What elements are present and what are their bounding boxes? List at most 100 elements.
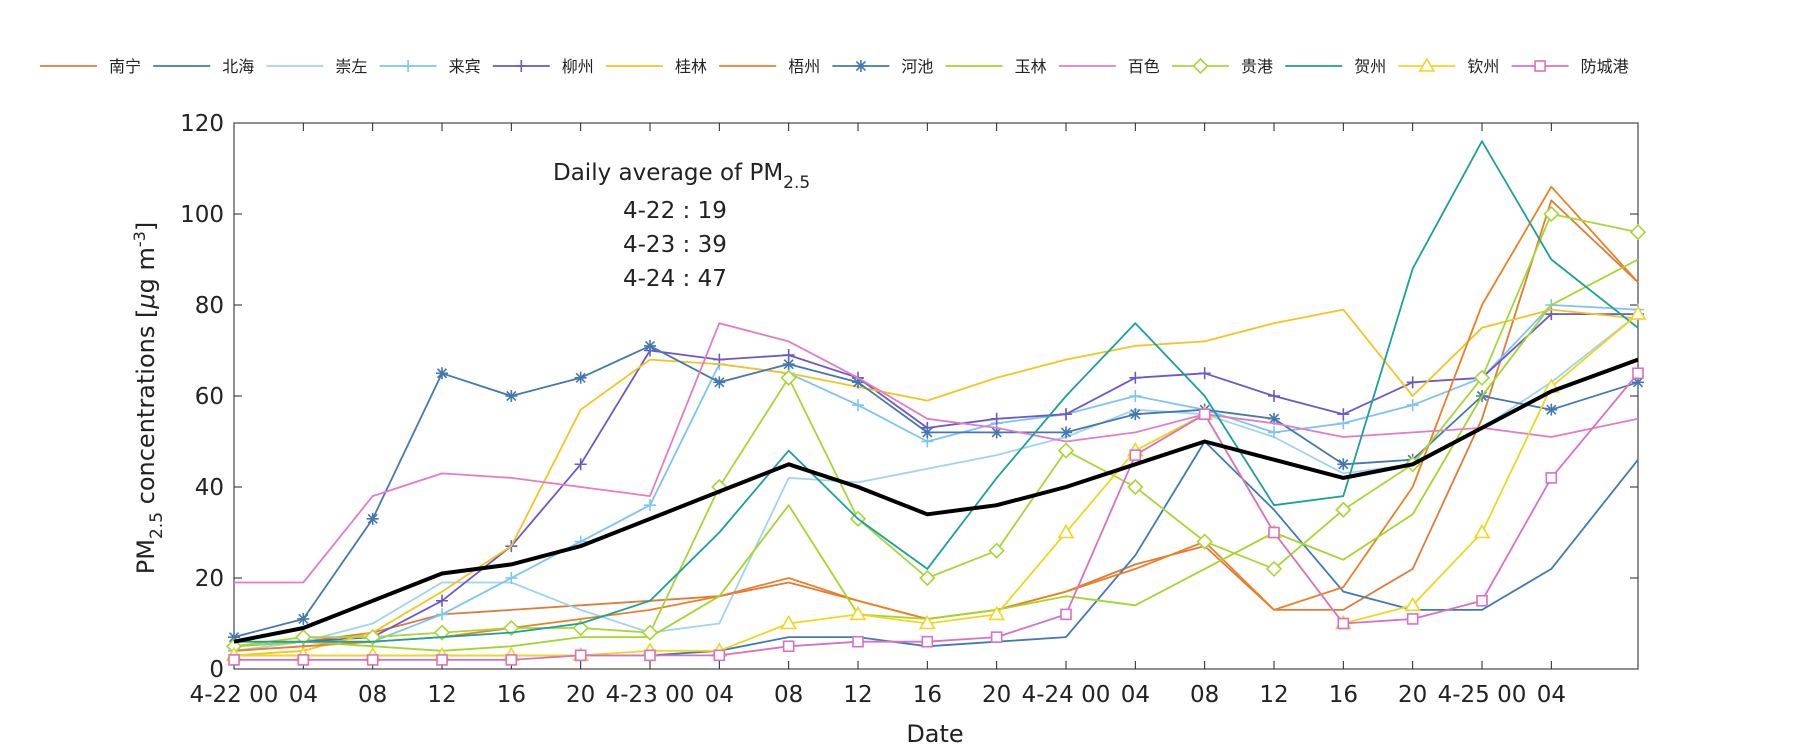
legend-item: 梧州 bbox=[719, 57, 820, 76]
data-point bbox=[921, 635, 934, 648]
data-point bbox=[644, 649, 656, 662]
y-tick-label: 40 bbox=[195, 475, 224, 501]
data-point bbox=[1545, 403, 1558, 416]
y-axis-title: PM2.5 concentrations [μg m-3] bbox=[130, 222, 167, 574]
x-tick-label: 04 bbox=[289, 682, 318, 708]
data-point bbox=[364, 629, 381, 646]
series-line bbox=[233, 345, 1639, 638]
data-point bbox=[1057, 523, 1075, 539]
legend-label: 桂林 bbox=[675, 57, 707, 76]
data-point bbox=[1127, 478, 1144, 496]
series-4 bbox=[228, 308, 1644, 653]
annotation-line-4-22: 4-22 : 19 bbox=[623, 198, 727, 224]
data-point bbox=[1476, 594, 1488, 607]
x-tick-label: 20 bbox=[1398, 682, 1427, 708]
y-tick-label: 60 bbox=[195, 384, 224, 410]
data-point bbox=[1129, 371, 1142, 384]
x-tick-label: 16 bbox=[1329, 682, 1358, 708]
data-point bbox=[436, 654, 448, 666]
data-point bbox=[1632, 376, 1644, 389]
data-point bbox=[1335, 501, 1352, 518]
data-point bbox=[1265, 560, 1283, 578]
annotation-line-4-24: 4-24 : 47 bbox=[623, 266, 727, 292]
data-point bbox=[852, 635, 864, 648]
legend-item: 贺州 bbox=[1285, 57, 1386, 76]
data-point bbox=[228, 654, 240, 666]
data-point bbox=[990, 631, 1003, 643]
data-point bbox=[1545, 472, 1558, 484]
data-point bbox=[1196, 533, 1213, 550]
x-tick-label: 4-25 00 bbox=[1438, 682, 1527, 708]
data-point bbox=[1198, 367, 1211, 380]
data-point bbox=[574, 649, 587, 662]
plot-frame bbox=[233, 122, 1639, 670]
data-point bbox=[854, 60, 867, 72]
data-point bbox=[1629, 224, 1647, 241]
legend-label: 钦州 bbox=[1467, 57, 1499, 76]
data-point bbox=[402, 60, 415, 72]
series-5 bbox=[233, 308, 1639, 657]
data-point bbox=[1192, 57, 1209, 75]
legend: 南宁 北海 崇左 来宾 柳州 桂林 梧州 河池 玉林 百色 贵港 贺州 钦州 防城港 bbox=[40, 57, 1629, 76]
x-tick-label: 08 bbox=[774, 682, 803, 708]
data-point bbox=[782, 358, 795, 371]
data-point bbox=[1406, 613, 1419, 625]
legend-item: 北海 bbox=[153, 57, 254, 76]
data-point bbox=[990, 426, 1003, 439]
data-point bbox=[297, 612, 310, 625]
series-daily-average bbox=[233, 357, 1639, 644]
x-axis-title: Date bbox=[906, 720, 963, 748]
legend-label: 百色 bbox=[1128, 57, 1160, 76]
data-point bbox=[1268, 526, 1280, 539]
x-tick-label: 16 bbox=[497, 682, 526, 708]
data-point bbox=[574, 458, 587, 471]
series-0 bbox=[233, 199, 1639, 648]
daily-average-annotation: Daily average of PM2.5 4-22 : 19 4-23 : … bbox=[553, 160, 810, 292]
data-point bbox=[505, 572, 518, 584]
legend-item: 南宁 bbox=[40, 57, 141, 76]
x-tick-label: 12 bbox=[843, 682, 872, 708]
legend-label: 玉林 bbox=[1015, 57, 1047, 76]
data-point bbox=[1418, 57, 1436, 72]
x-tick-label: 20 bbox=[982, 682, 1011, 708]
series-line bbox=[233, 185, 1639, 652]
data-point bbox=[295, 629, 312, 646]
data-point bbox=[988, 542, 1005, 559]
data-point bbox=[780, 614, 798, 630]
data-point bbox=[644, 499, 656, 512]
data-point bbox=[1337, 617, 1350, 630]
data-point bbox=[1057, 442, 1075, 459]
data-point bbox=[780, 369, 797, 386]
series-line bbox=[234, 372, 1639, 661]
series-line bbox=[233, 313, 1638, 648]
data-point bbox=[988, 605, 1006, 621]
x-tick-label: 04 bbox=[705, 682, 734, 708]
x-tick-label: 08 bbox=[1190, 682, 1219, 708]
series-line bbox=[233, 308, 1639, 657]
data-point bbox=[852, 376, 864, 389]
y-tick-label: 20 bbox=[195, 566, 224, 592]
series-line bbox=[233, 213, 1639, 648]
data-point bbox=[849, 605, 867, 621]
data-point bbox=[918, 614, 936, 630]
data-point bbox=[1337, 408, 1350, 421]
data-point bbox=[228, 631, 240, 644]
data-point bbox=[1337, 458, 1350, 471]
series-line bbox=[234, 313, 1639, 657]
legend-item: 崇左 bbox=[266, 57, 367, 76]
legend-item: 柳州 bbox=[492, 57, 594, 76]
data-point bbox=[297, 654, 310, 666]
data-point bbox=[1543, 205, 1560, 223]
series-7 bbox=[228, 339, 1644, 644]
data-point bbox=[1268, 426, 1280, 439]
x-tick-label: 04 bbox=[1121, 682, 1150, 708]
data-point bbox=[1406, 399, 1419, 412]
data-point bbox=[366, 512, 379, 525]
series-line bbox=[233, 199, 1639, 648]
legend-item: 来宾 bbox=[379, 57, 481, 76]
series-3 bbox=[228, 299, 1644, 657]
annotation-title: Daily average of PM2.5 bbox=[553, 160, 810, 193]
legend-label: 南宁 bbox=[109, 57, 141, 76]
x-tick-label: 16 bbox=[913, 682, 942, 708]
